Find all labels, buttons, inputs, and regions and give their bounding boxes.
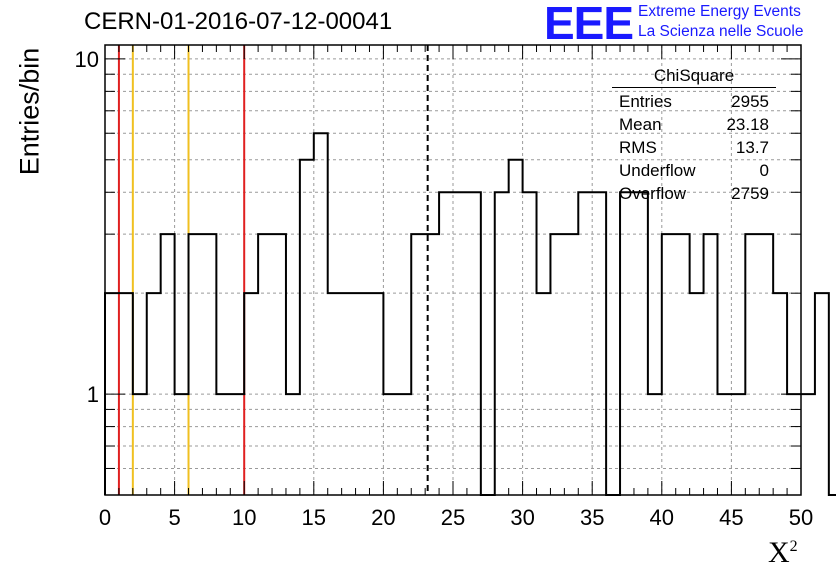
x-tick-label: 25 bbox=[441, 505, 465, 530]
x-axis-label: X2 bbox=[768, 536, 798, 569]
stats-title: ChiSquare bbox=[612, 66, 776, 88]
stats-label: RMS bbox=[619, 138, 657, 157]
x-tick-label: 30 bbox=[510, 505, 534, 530]
x-tick-label: 50 bbox=[789, 505, 813, 530]
stats-row: Entries 2955 bbox=[612, 90, 776, 113]
x-tick-label: 45 bbox=[719, 505, 743, 530]
stats-box: ChiSquare Entries 2955 Mean 23.18 RMS 13… bbox=[612, 66, 776, 205]
chart-title: CERN-01-2016-07-12-00041 bbox=[84, 8, 393, 35]
x-tick-label: 15 bbox=[302, 505, 326, 530]
stats-row: Mean 23.18 bbox=[612, 113, 776, 136]
logo-caption-line2: La Scienza nelle Scuole bbox=[638, 23, 804, 40]
y-tick-label: 10 bbox=[75, 47, 99, 72]
reference-lines bbox=[117, 45, 429, 495]
axis-ticks bbox=[104, 45, 802, 495]
stats-row: RMS 13.7 bbox=[612, 136, 776, 159]
x-tick-label: 10 bbox=[232, 505, 256, 530]
stats-value: 13.7 bbox=[735, 138, 769, 157]
chart-grid bbox=[105, 45, 801, 495]
logo-caption-line1: Extreme Energy Events bbox=[638, 3, 801, 20]
stats-row: Overflow 2759 bbox=[612, 182, 776, 205]
stats-label: Underflow bbox=[619, 161, 696, 180]
stats-label: Mean bbox=[619, 115, 662, 134]
stats-value: 0 bbox=[759, 161, 769, 180]
stats-value: 2759 bbox=[731, 184, 769, 203]
y-axis-label: Entries/bin bbox=[14, 47, 45, 176]
stats-value: 2955 bbox=[731, 92, 769, 111]
x-tick-label: 0 bbox=[99, 505, 111, 530]
y-tick-label: 1 bbox=[87, 382, 99, 407]
eee-logo: EEE bbox=[544, 0, 634, 49]
x-tick-label: 20 bbox=[371, 505, 395, 530]
x-tick-label: 35 bbox=[580, 505, 604, 530]
stats-row: Underflow 0 bbox=[612, 159, 776, 182]
x-tick-label: 5 bbox=[168, 505, 180, 530]
stats-label: Overflow bbox=[619, 184, 687, 203]
stats-label: Entries bbox=[619, 92, 672, 111]
stats-value: 23.18 bbox=[726, 115, 769, 134]
x-tick-label: 40 bbox=[650, 505, 674, 530]
histogram-series bbox=[104, 132, 836, 496]
tick-labels: 0 5 10 15 20 25 30 35 40 45 50 1 10 bbox=[75, 47, 814, 530]
